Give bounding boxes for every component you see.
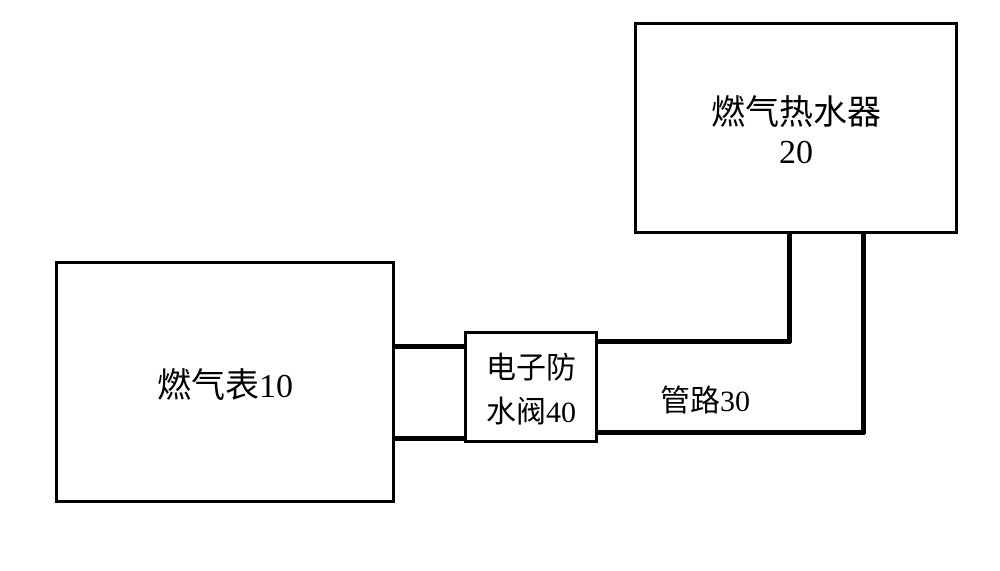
- valve-label-1: 电子防: [486, 343, 576, 387]
- connector-meter-valve-bottom: [395, 436, 467, 441]
- connector-meter-valve-top: [395, 344, 467, 349]
- pipe-label: 管路30: [660, 376, 750, 420]
- connector-valve-pipe-top: [595, 339, 791, 344]
- connector-pipe-vertical-left: [787, 231, 792, 343]
- gas-meter-box: 燃气表10: [55, 261, 395, 503]
- gas-meter-label: 燃气表10: [157, 358, 293, 407]
- water-heater-box: 燃气热水器 20: [634, 22, 958, 234]
- connector-pipe-vertical-right: [861, 231, 866, 434]
- valve-label-2: 水阀40: [486, 387, 576, 431]
- connector-valve-pipe-bottom: [595, 430, 865, 435]
- valve-box: 电子防 水阀40: [464, 331, 598, 443]
- water-heater-label-1: 燃气热水器: [711, 85, 881, 134]
- water-heater-label-2: 20: [779, 134, 813, 172]
